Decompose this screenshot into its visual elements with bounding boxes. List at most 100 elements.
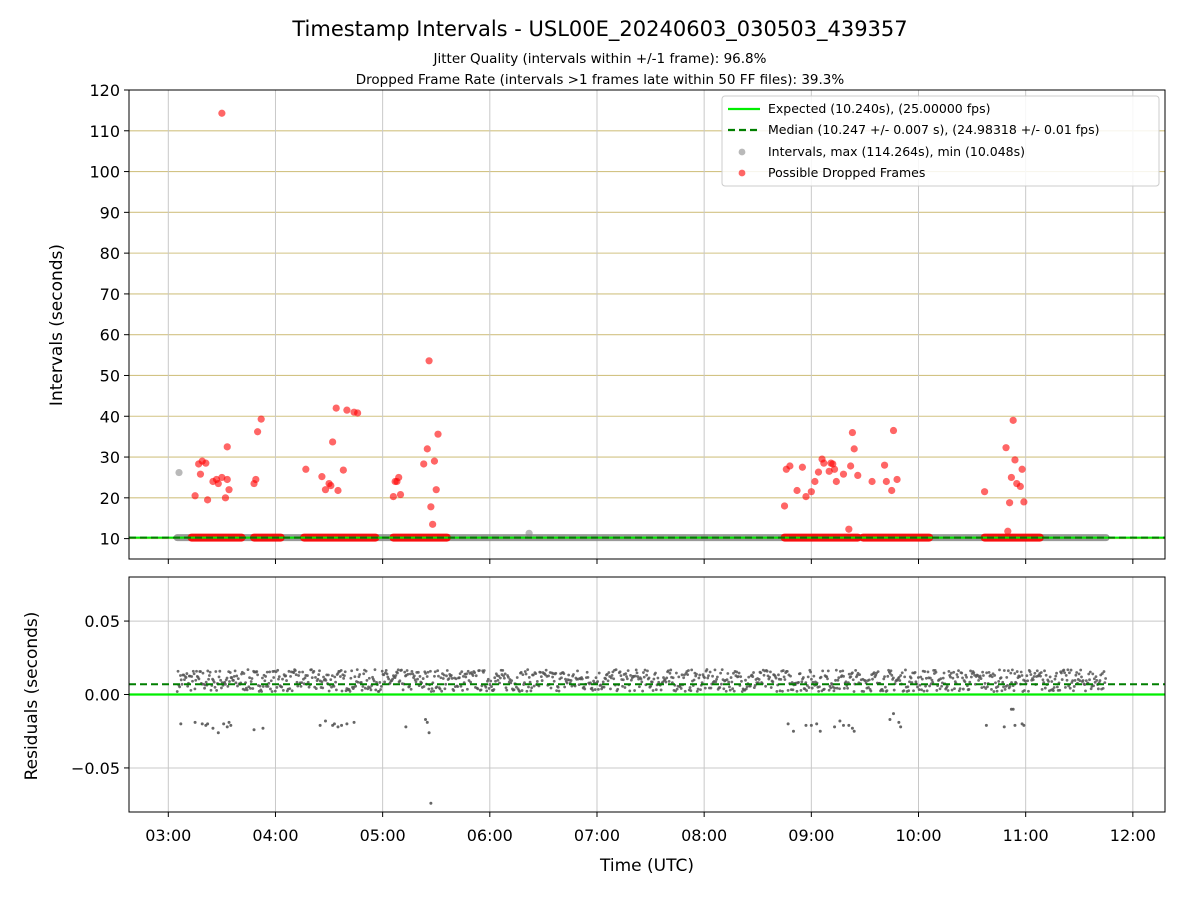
residual-point (1100, 672, 1104, 675)
residual-point (1055, 671, 1058, 675)
residual-point (992, 690, 996, 693)
residual-point (570, 684, 574, 688)
residual-point (1027, 689, 1030, 693)
residual-point (841, 669, 845, 673)
dropped-frame-point (423, 445, 431, 453)
dropped-frame-point (888, 486, 896, 495)
residual-point (569, 679, 573, 682)
residual-point (322, 675, 325, 679)
residual-point (1041, 678, 1045, 682)
dropped-frame-point (868, 477, 876, 486)
residual-point (805, 689, 808, 692)
residual-point (580, 677, 584, 681)
residual-point (651, 689, 655, 692)
residual-point (314, 687, 318, 690)
dropped-frame-point (893, 475, 901, 484)
residual-outlier-point (984, 723, 988, 727)
residual-point (186, 684, 190, 688)
residual-point (312, 669, 316, 673)
residual-point (842, 674, 845, 678)
residual-point (479, 688, 483, 692)
top-axes-frame (128, 89, 1166, 560)
residual-point (946, 689, 950, 692)
residual-point (832, 689, 836, 693)
residual-point (695, 689, 699, 693)
residual-point (797, 680, 800, 684)
residual-point (777, 673, 780, 677)
residual-point (1062, 668, 1066, 672)
residual-point (707, 674, 710, 678)
residual-point (258, 684, 262, 688)
residual-point (523, 670, 527, 673)
residual-point (361, 685, 365, 688)
residual-point (752, 671, 755, 674)
residual-point (920, 688, 923, 692)
residual-outlier-point (227, 720, 231, 724)
residual-point (484, 685, 488, 689)
residual-point (1013, 672, 1017, 675)
dropped-frame-point (802, 493, 810, 501)
residual-point (885, 689, 889, 693)
residual-outlier-point (336, 725, 340, 729)
residual-point (418, 675, 422, 678)
residual-point (1096, 687, 1100, 691)
residual-point (296, 684, 300, 688)
residual-point (1001, 680, 1005, 684)
residual-point (1072, 685, 1076, 688)
residual-point (1068, 671, 1071, 675)
residual-point (1055, 685, 1059, 689)
residual-outlier-point (818, 729, 822, 733)
residual-point (1093, 680, 1097, 684)
residual-point (1063, 671, 1067, 675)
residual-point (432, 689, 436, 693)
residual-point (899, 674, 903, 677)
residual-point (273, 689, 277, 693)
residual-point (555, 689, 559, 693)
dropped-frame-point (850, 445, 858, 453)
residual-point (454, 677, 458, 681)
residual-point (440, 689, 444, 693)
residual-outlier-point (1011, 707, 1015, 711)
residual-point (920, 677, 924, 681)
residual-point (982, 674, 985, 677)
residual-point (490, 685, 493, 688)
figure-title: Timestamp Intervals - USL00E_20240603_03… (291, 17, 907, 42)
residual-point (317, 673, 321, 676)
jitter-quality-subtitle: Jitter Quality (intervals within +/-1 fr… (433, 51, 767, 67)
residual-point (1087, 672, 1091, 676)
residual-point (609, 687, 612, 691)
residual-point (699, 688, 702, 692)
residual-point (528, 680, 532, 684)
residual-point (501, 668, 505, 672)
residual-point (526, 668, 530, 672)
residual-point (245, 688, 249, 692)
residual-point (294, 673, 298, 677)
residual-point (350, 669, 354, 673)
residual-point (1060, 678, 1064, 681)
residual-point (917, 688, 921, 691)
top-y-tick-label: 20 (100, 489, 120, 508)
residual-point (955, 673, 959, 676)
residual-point (300, 681, 304, 685)
residual-point (199, 670, 202, 673)
residual-point (924, 684, 927, 688)
residual-point (821, 669, 825, 673)
residual-point (456, 685, 460, 689)
residual-point (535, 680, 539, 683)
residual-point (871, 677, 874, 681)
residual-point (769, 670, 772, 674)
residual-point (348, 689, 352, 693)
xlabel: Time (UTC) (599, 856, 694, 876)
residual-point (724, 689, 728, 693)
residual-point (938, 687, 942, 691)
residual-point (267, 681, 271, 685)
residual-outlier-point (838, 719, 842, 723)
residual-point (1032, 675, 1036, 678)
residual-point (910, 681, 914, 684)
residual-point (505, 688, 509, 692)
residual-point (605, 672, 609, 676)
residual-point (270, 690, 274, 693)
residual-point (297, 674, 301, 677)
residual-point (486, 677, 490, 681)
residual-outlier-point (252, 728, 256, 732)
